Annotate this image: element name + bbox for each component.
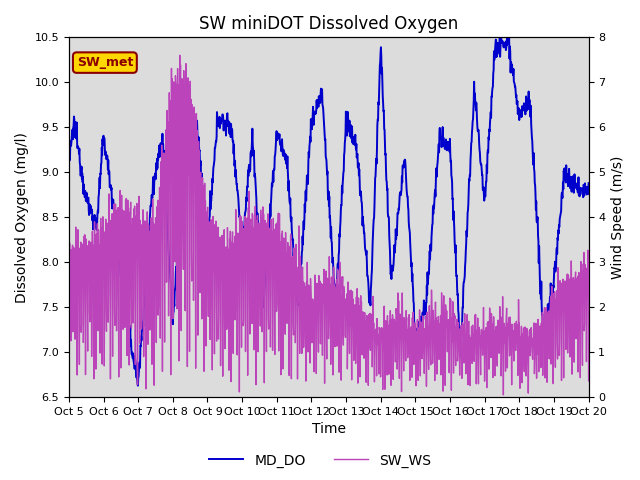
MD_DO [65, 161, 73, 167]
MD_DO [410, 299, 417, 304]
MD_DO [497, 35, 505, 40]
Title: SW miniDOT Dissolved Oxygen: SW miniDOT Dissolved Oxygen [199, 15, 458, 33]
MD_DO [477, 161, 485, 167]
MD_DO [181, 146, 189, 152]
MD_DO [524, 96, 531, 102]
Y-axis label: Dissolved Oxygen (mg/l): Dissolved Oxygen (mg/l) [15, 132, 29, 302]
SW_WS [181, 107, 189, 113]
SW_WS [500, 392, 508, 398]
Legend: MD_DO, SW_WS: MD_DO, SW_WS [203, 448, 437, 473]
SW_WS [168, 141, 175, 146]
Text: SW_met: SW_met [77, 56, 133, 69]
SW_WS [176, 52, 184, 58]
SW_WS [585, 378, 593, 384]
MD_DO [134, 383, 141, 388]
MD_DO [585, 180, 593, 186]
SW_WS [524, 328, 531, 334]
Line: MD_DO: MD_DO [69, 37, 589, 385]
MD_DO [239, 234, 247, 240]
SW_WS [477, 326, 485, 332]
X-axis label: Time: Time [312, 422, 346, 436]
SW_WS [239, 226, 247, 231]
SW_WS [410, 315, 417, 321]
Line: SW_WS: SW_WS [69, 55, 589, 395]
Y-axis label: Wind Speed (m/s): Wind Speed (m/s) [611, 156, 625, 279]
SW_WS [65, 384, 73, 390]
MD_DO [168, 320, 176, 326]
